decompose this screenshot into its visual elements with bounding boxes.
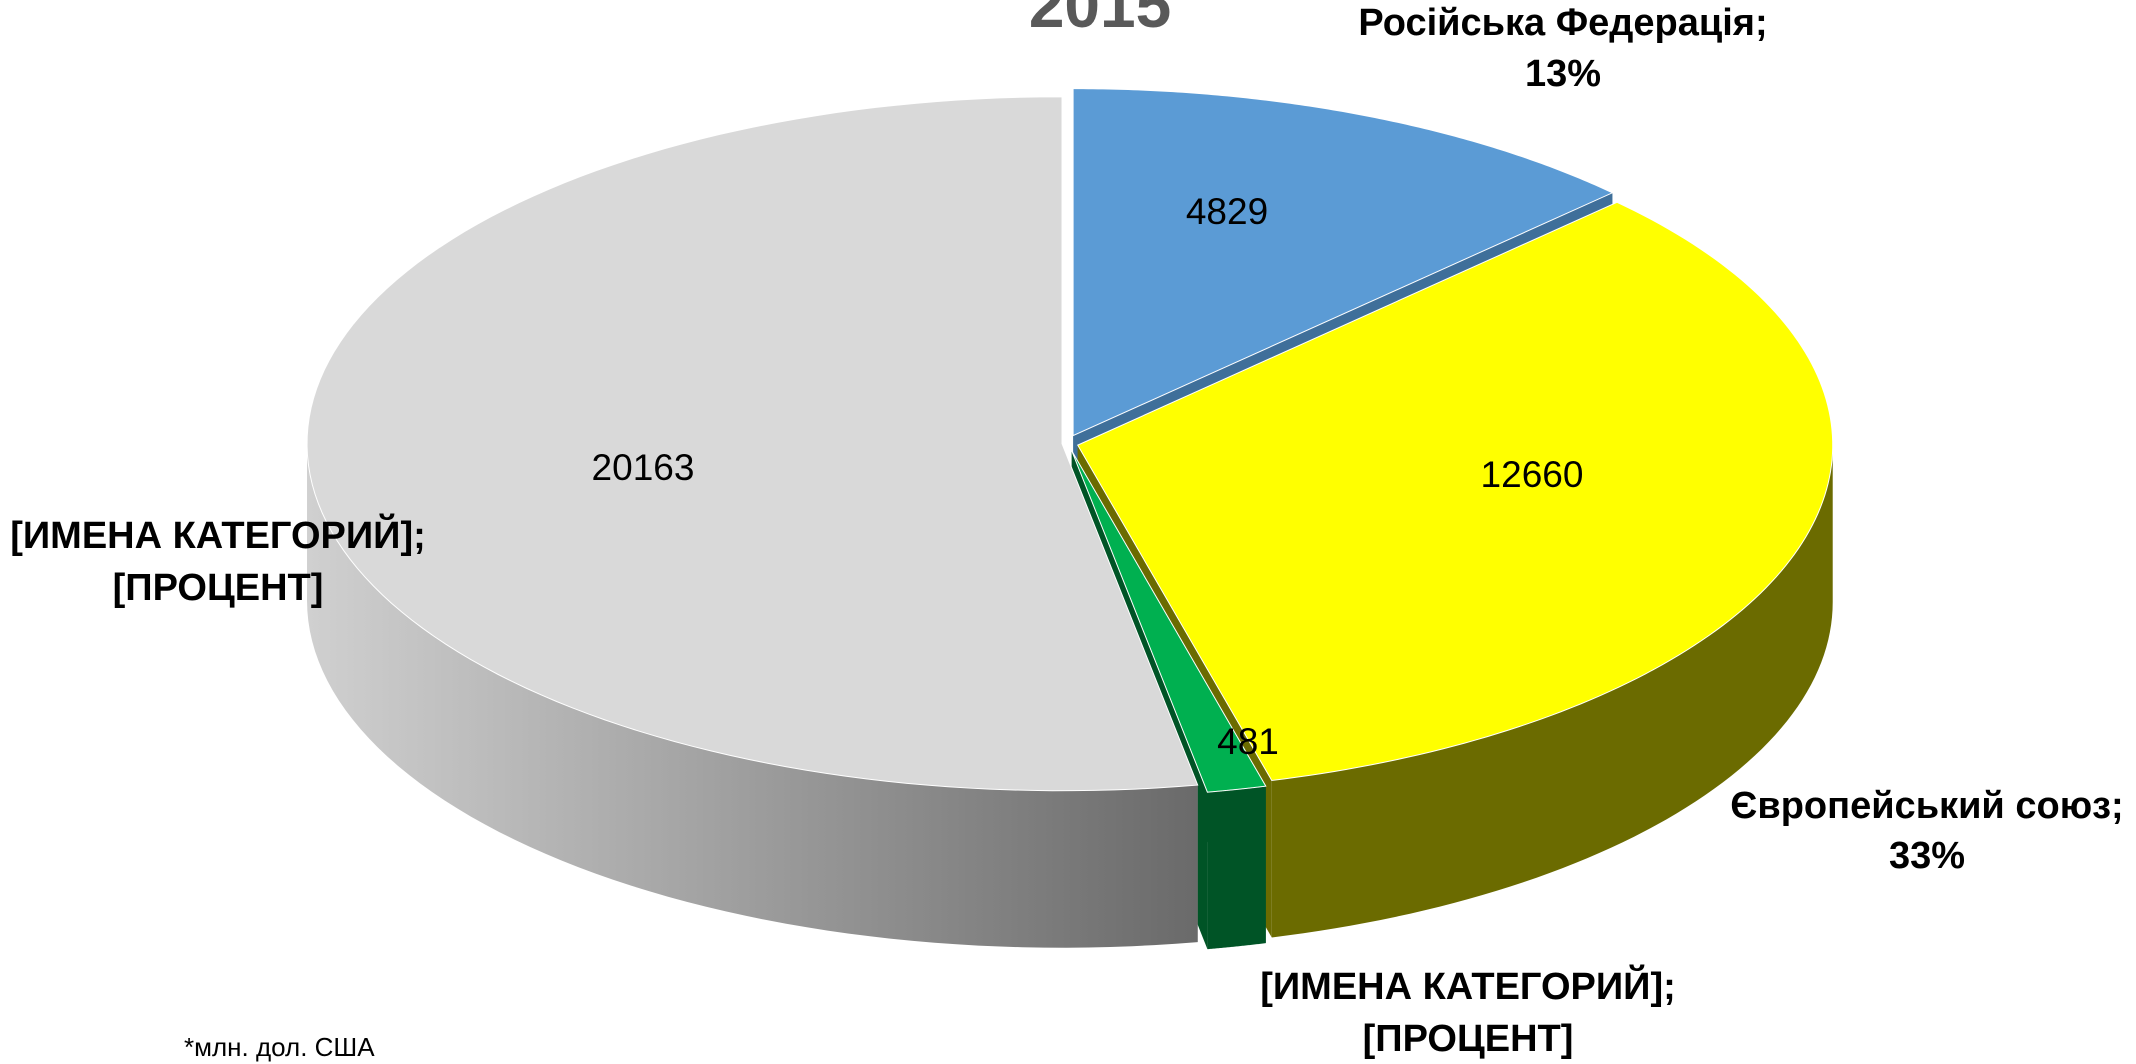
data-label: 4829 (1186, 191, 1268, 232)
category-label: [ИМЕНА КАТЕГОРИЙ]; (10, 512, 426, 557)
pie-slice (306, 96, 1199, 792)
footnote: *млн. дол. США (184, 1032, 375, 1062)
category-label: Європейський союз; (1730, 785, 2123, 827)
pie-slice (1072, 88, 1614, 437)
category-label: Російська Федерація; (1358, 2, 1767, 44)
data-label: 20163 (592, 447, 695, 488)
data-label: 12660 (1481, 454, 1584, 495)
percent-label: [ПРОЦЕНТ] (1363, 1018, 1574, 1060)
percent-label: 33% (1889, 835, 1965, 877)
percent-label: [ПРОЦЕНТ] (113, 567, 324, 609)
pie-slice (1071, 450, 1267, 793)
pie-tops (306, 88, 1834, 793)
chart-title: 2015 (1029, 0, 1171, 41)
percent-label: 13% (1525, 53, 1601, 95)
pie-slice (1077, 201, 1834, 781)
pie-side (1207, 786, 1266, 950)
pie-side (1271, 445, 1833, 938)
category-label: [ИМЕНА КАТЕГОРИЙ]; (1260, 963, 1676, 1008)
pie-side (307, 443, 1198, 948)
data-label: 481 (1217, 721, 1279, 762)
